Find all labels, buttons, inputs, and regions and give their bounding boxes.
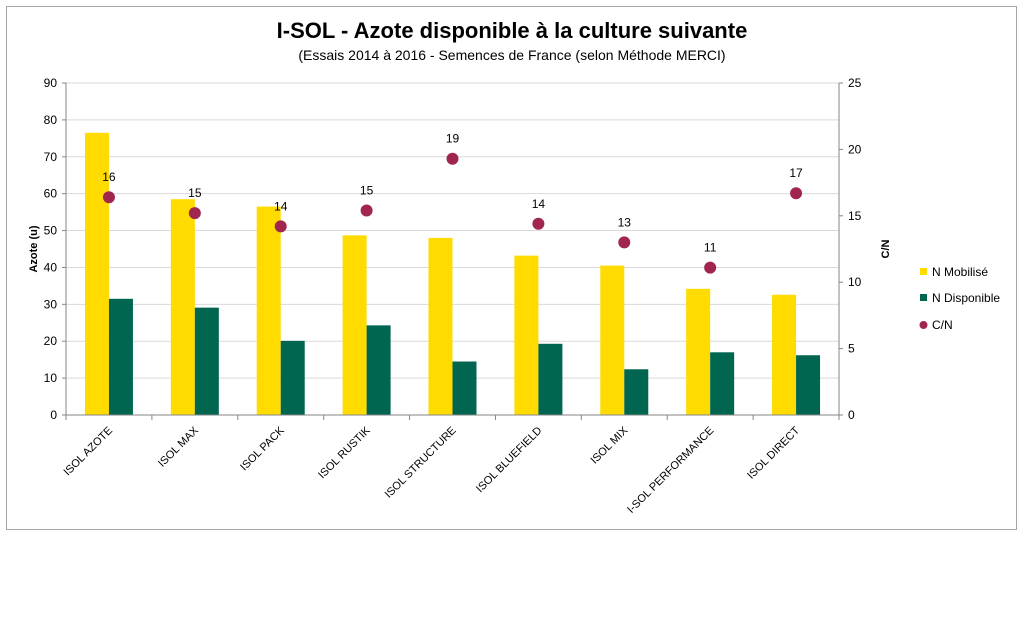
y-tick-label: 60 — [44, 187, 58, 201]
y-tick-label: 30 — [44, 297, 58, 311]
y2-tick-label: 10 — [848, 275, 862, 289]
cn-data-label: 15 — [188, 186, 202, 200]
y-tick-label: 50 — [44, 224, 58, 238]
bar-n-mobilise — [342, 235, 367, 415]
y2-tick-label: 0 — [848, 408, 855, 422]
legend-swatch-n-mobilise — [920, 268, 927, 275]
cn-points: 16 15 14 15 19 14 13 11 17 — [102, 132, 803, 274]
x-tick-label: ISOL MIX — [588, 424, 630, 466]
x-tick-label: ISOL RUSTIK — [316, 424, 373, 481]
bar-n-disponible — [194, 307, 219, 415]
legend-label: N Disponible — [932, 291, 1000, 305]
cn-point — [274, 220, 287, 233]
cn-data-label: 11 — [704, 241, 717, 255]
cn-point — [704, 261, 717, 274]
y2-tick-label: 20 — [848, 142, 862, 156]
bar-n-disponible — [624, 369, 649, 415]
cn-data-label: 14 — [532, 197, 546, 211]
cn-data-label: 16 — [102, 170, 116, 184]
bar-n-mobilise — [170, 199, 195, 415]
y2-tick-label: 15 — [848, 209, 862, 223]
axes — [62, 82, 843, 420]
x-tick-label: ISOL AZOTE — [61, 425, 115, 479]
legend-swatch-n-disponible — [920, 294, 927, 301]
bar-n-mobilise — [428, 237, 453, 415]
y2-tick-label: 25 — [848, 76, 862, 90]
bar-n-disponible — [108, 298, 133, 415]
cn-point — [790, 187, 803, 200]
bar-n-mobilise — [84, 132, 109, 416]
bar-n-disponible — [796, 355, 821, 415]
bar-n-disponible — [710, 352, 735, 415]
y2-axis-title: C/N — [880, 239, 892, 258]
y-tick-label: 40 — [44, 260, 58, 274]
cn-data-label: 14 — [274, 199, 288, 213]
cn-point — [532, 217, 545, 230]
x-tick-label: ISOL DIRECT — [745, 424, 802, 481]
cn-point — [360, 204, 373, 217]
y-tick-label: 10 — [44, 371, 58, 385]
cn-data-label: 19 — [446, 132, 460, 146]
y-axis-title: Azote (u) — [28, 225, 40, 272]
cn-data-label: 17 — [789, 166, 803, 180]
bar-n-mobilise — [686, 288, 711, 415]
y-tick-label: 20 — [44, 334, 58, 348]
bars — [84, 132, 821, 416]
legend-swatch-cn — [919, 321, 928, 329]
x-tick-label: ISOL MAX — [156, 424, 201, 469]
cn-data-label: 15 — [360, 183, 374, 197]
y-tick-label: 90 — [44, 76, 58, 90]
y-tick-label: 0 — [50, 408, 57, 422]
x-tick-label: ISOL PACK — [238, 424, 287, 473]
x-tick-label: ISOL STRUCTURE — [383, 425, 459, 501]
cn-point — [446, 152, 459, 165]
bar-n-disponible — [538, 343, 563, 415]
cn-point — [102, 191, 115, 204]
cn-data-label: 13 — [618, 215, 632, 229]
bar-n-disponible — [452, 361, 477, 415]
bar-n-mobilise — [772, 294, 797, 415]
bar-n-mobilise — [514, 255, 539, 415]
bar-n-disponible — [366, 325, 391, 415]
y-tick-label: 80 — [44, 113, 58, 127]
cn-point — [618, 236, 631, 249]
chart-title: I-SOL - Azote disponible à la culture su… — [277, 18, 748, 43]
chart-subtitle: (Essais 2014 à 2016 - Semences de France… — [298, 47, 725, 63]
bar-n-mobilise — [256, 206, 281, 415]
legend-label: C/N — [932, 318, 953, 332]
bar-n-disponible — [280, 340, 305, 415]
y2-tick-label: 5 — [848, 342, 855, 356]
x-tick-label: I-SOL PERFORMANCE — [625, 425, 716, 516]
x-tick-label: ISOL BLUEFIELD — [474, 425, 544, 495]
bar-n-mobilise — [600, 265, 625, 415]
legend: N Mobilisé N Disponible C/N — [919, 265, 1000, 332]
legend-label: N Mobilisé — [932, 265, 988, 279]
cn-point — [188, 207, 201, 220]
y-tick-label: 70 — [44, 150, 58, 164]
